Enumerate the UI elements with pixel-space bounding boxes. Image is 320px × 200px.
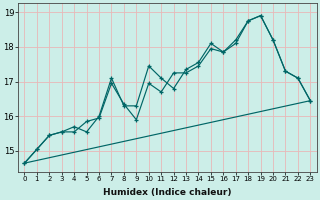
- X-axis label: Humidex (Indice chaleur): Humidex (Indice chaleur): [103, 188, 232, 197]
